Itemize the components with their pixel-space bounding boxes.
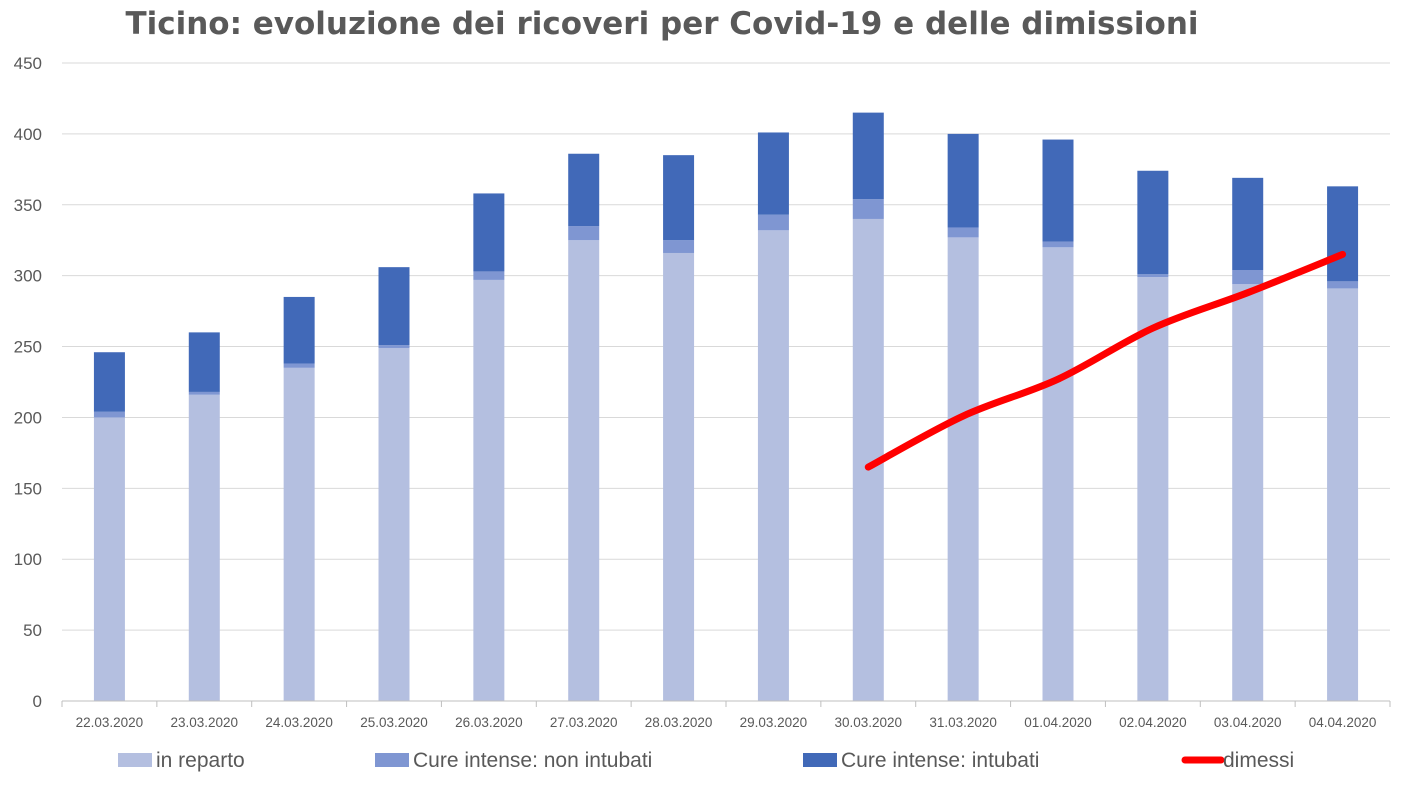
x-tick-label: 01.04.2020: [1024, 715, 1092, 730]
legend-swatch: [118, 753, 152, 767]
y-tick-label: 350: [14, 196, 42, 215]
bar-segment-in-reparto: [663, 252, 695, 701]
y-tick-label: 400: [14, 125, 42, 144]
bar-segment-cure-intense-non-intubati: [473, 271, 505, 280]
bar-segment-in-reparto: [947, 237, 979, 702]
bar-segment-in-reparto: [757, 230, 789, 701]
x-tick-label: 23.03.2020: [170, 715, 238, 730]
bar-segment-cure-intense-intubati: [1232, 177, 1264, 270]
bar-segment-cure-intense-non-intubati: [188, 391, 220, 395]
axes: 0 50 100 150 200 250 300 350 400 450 22.03.2020 23.…: [14, 54, 1391, 730]
line-series: [864, 250, 1347, 471]
bar-segment-cure-intense-non-intubati: [663, 240, 695, 253]
bar-segment-cure-intense-intubati: [1327, 186, 1359, 282]
y-tick-label: 150: [14, 479, 42, 498]
bars: [93, 112, 1359, 702]
bar-segment-in-reparto: [568, 240, 600, 701]
bar-segment-in-reparto: [1232, 284, 1264, 701]
bar-segment-cure-intense-non-intubati: [852, 199, 884, 219]
bar-segment-cure-intense-non-intubati: [1327, 281, 1359, 289]
bar-segment-cure-intense-intubati: [852, 112, 884, 200]
y-tick-label: 300: [14, 267, 42, 286]
bar-segment-cure-intense-non-intubati: [947, 227, 979, 238]
legend-label: Cure intense: non intubati: [413, 749, 652, 772]
bar-segment-in-reparto: [93, 417, 125, 701]
y-tick-label: 100: [14, 550, 42, 569]
legend: in reparto Cure intense: non intubati Cure…: [118, 749, 1294, 772]
bar-segment-in-reparto: [1137, 277, 1169, 701]
y-tick-label: 50: [23, 621, 42, 640]
x-tick-label: 02.04.2020: [1119, 715, 1187, 730]
x-tick-label: 29.03.2020: [740, 715, 808, 730]
bar-segment-cure-intense-intubati: [1042, 139, 1074, 242]
bar-segment-in-reparto: [283, 367, 315, 701]
bar-segment-in-reparto: [1042, 247, 1074, 702]
x-tick-label: 30.03.2020: [834, 715, 902, 730]
gridlines: [62, 62, 1390, 631]
bar-segment-cure-intense-intubati: [473, 193, 505, 272]
bar-segment-cure-intense-intubati: [568, 153, 600, 227]
y-tick-label: 200: [14, 408, 42, 427]
x-tick-label: 28.03.2020: [645, 715, 713, 730]
bar-segment-cure-intense-intubati: [947, 133, 979, 228]
x-tick-label: 31.03.2020: [929, 715, 997, 730]
bar-segment-cure-intense-intubati: [283, 296, 315, 364]
x-tick-label: 04.04.2020: [1309, 715, 1377, 730]
bar-segment-cure-intense-non-intubati: [1042, 241, 1074, 248]
legend-swatch: [375, 753, 409, 767]
bar-segment-cure-intense-non-intubati: [1232, 269, 1264, 285]
x-tick-label: 24.03.2020: [265, 715, 333, 730]
x-tick-label: 27.03.2020: [550, 715, 618, 730]
legend-label: dimessi: [1223, 749, 1294, 772]
x-tick-label: 25.03.2020: [360, 715, 428, 730]
x-tick-label: 03.04.2020: [1214, 715, 1282, 730]
bar-segment-cure-intense-non-intubati: [757, 214, 789, 231]
bar-segment-in-reparto: [1327, 288, 1359, 701]
legend-label: Cure intense: intubati: [841, 749, 1039, 772]
line-dimessi: [864, 250, 1347, 471]
bar-segment-cure-intense-intubati: [93, 352, 125, 412]
x-tick-label: 26.03.2020: [455, 715, 523, 730]
bar-segment-cure-intense-intubati: [757, 132, 789, 215]
chart-title: Ticino: evoluzione dei ricoveri per Covi…: [125, 6, 1199, 42]
bar-segment-cure-intense-intubati: [663, 155, 695, 241]
bar-segment-in-reparto: [473, 279, 505, 701]
bar-segment-cure-intense-non-intubati: [93, 411, 125, 418]
legend-swatch: [803, 753, 837, 767]
bar-segment-cure-intense-intubati: [378, 267, 410, 346]
x-tick-label: 22.03.2020: [76, 715, 144, 730]
bar-segment-in-reparto: [378, 347, 410, 701]
y-tick-label: 0: [33, 692, 42, 711]
legend-label: in reparto: [156, 749, 245, 772]
y-tick-label: 250: [14, 338, 42, 357]
bar-segment-cure-intense-non-intubati: [378, 345, 410, 348]
bar-segment-cure-intense-non-intubati: [568, 226, 600, 241]
bar-segment-cure-intense-intubati: [1137, 170, 1169, 275]
bar-segment-cure-intense-non-intubati: [283, 363, 315, 368]
y-tick-label: 450: [14, 54, 42, 73]
bar-segment-in-reparto: [188, 394, 220, 701]
bar-segment-cure-intense-non-intubati: [1137, 274, 1169, 278]
bar-segment-cure-intense-intubati: [188, 332, 220, 392]
